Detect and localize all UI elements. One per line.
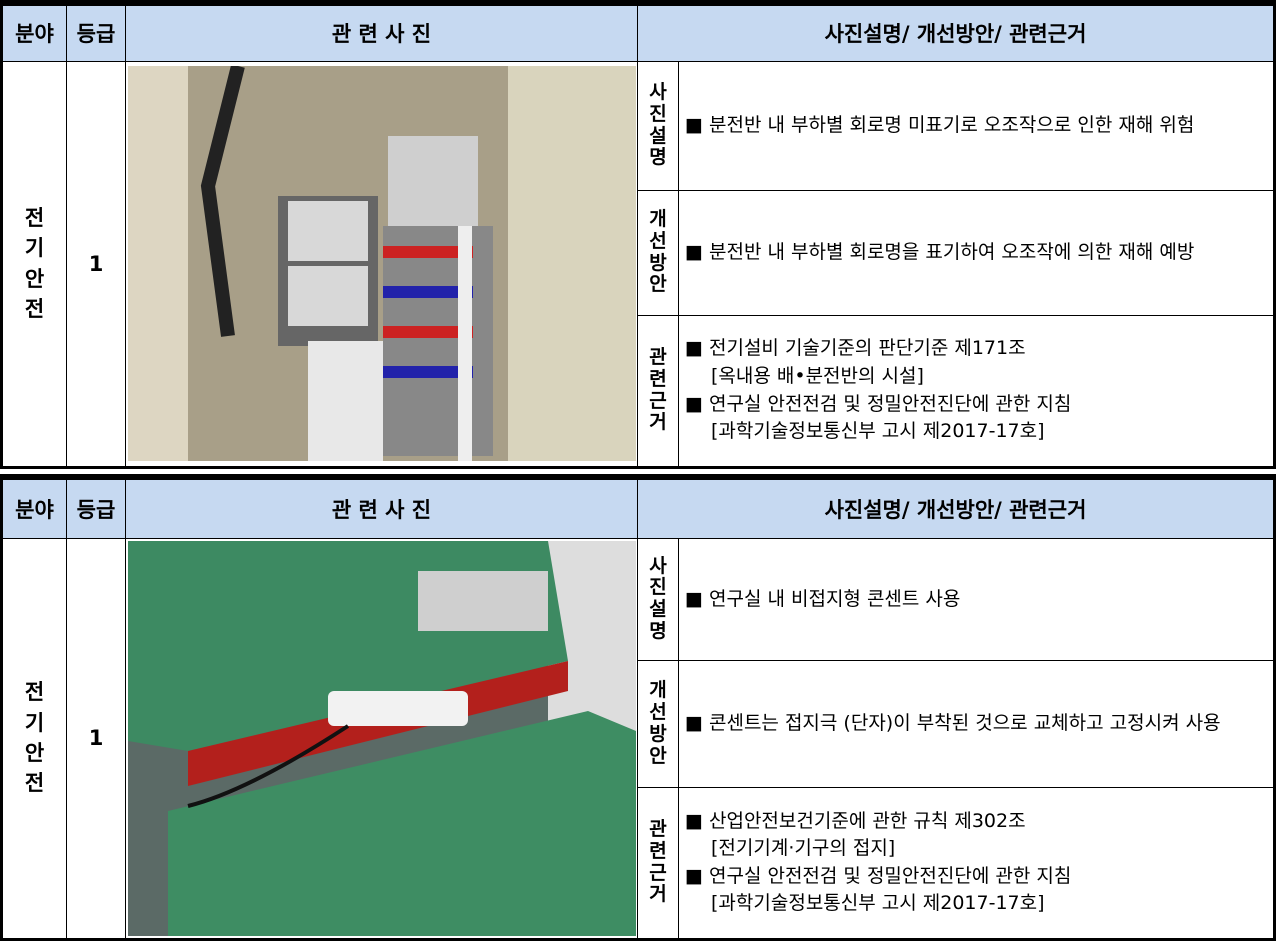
content-line: [과학기술정보통신부 고시 제2017-17호] xyxy=(711,420,1045,443)
photo xyxy=(128,540,636,936)
photo xyxy=(128,66,636,461)
grade-cell: 1 xyxy=(66,537,126,940)
header-row: 분야 등급 관 련 사 진 사진설명/ 개선방안/ 관련근거 xyxy=(1,2,1275,62)
field-cell: 전기안전 xyxy=(1,60,67,468)
content-cell: ■ 분전반 내 부하별 회로명을 표기하여 오조작에 의한 재해 예방 xyxy=(678,189,1275,316)
body-row: 관련근거 ■ 전기설비 기술기준의 판단기준 제171조 [옥내용 배•분전반의 시… xyxy=(2,314,1275,468)
content-line: [옥내용 배•분전반의 시설] xyxy=(711,364,924,387)
row-label: 관련근거 xyxy=(649,345,667,434)
content-line: ■ 콘센트는 접지극 (단자)이 부착된 것으로 교체하고 고정시켜 사용 xyxy=(685,712,1221,735)
header-cell: 분야 xyxy=(1,476,67,539)
field: 전기안전 xyxy=(24,205,45,321)
photo-cell xyxy=(125,60,638,468)
content-line: ■ 분전반 내 부하별 회로명 미표기로 오조작으로 인한 재해 위험 xyxy=(685,113,1195,136)
header-cell: 관 련 사 진 xyxy=(125,2,638,62)
row-label-cell: 관련근거 xyxy=(637,786,679,940)
body-row: 개선방안 ■ 콘센트는 접지극 (단자)이 부착된 것으로 교체하고 고정시켜 사… xyxy=(2,660,1275,788)
header-cell: 등급 xyxy=(66,2,126,62)
header-cell: 사진설명/ 개선방안/ 관련근거 xyxy=(637,476,1275,539)
field-cell: 전기안전 xyxy=(1,537,67,940)
photo-cell xyxy=(125,537,638,940)
body-row: 관련근거 ■ 산업안전보건기준에 관한 규칙 제302조 [전기기계·기구의 접지]… xyxy=(2,786,1275,940)
content-cell: ■ 연구실 내 비접지형 콘센트 사용 xyxy=(678,537,1275,662)
header-row: 분야 등급 관 련 사 진 사진설명/ 개선방안/ 관련근거 xyxy=(1,476,1275,539)
content-line: ■ 산업안전보건기준에 관한 규칙 제302조 xyxy=(685,809,1026,832)
row-label-cell: 사진설명 xyxy=(637,60,679,191)
header-cell: 분야 xyxy=(1,2,67,62)
content-line: ■ 연구실 내 비접지형 콘센트 사용 xyxy=(685,587,961,610)
content-line: ■ 연구실 안전전검 및 정밀안전진단에 관한 지침 xyxy=(685,392,1072,415)
header-cell: 관 련 사 진 xyxy=(125,476,638,539)
row-label: 사진설명 xyxy=(649,80,667,169)
content-line: ■ 전기설비 기술기준의 판단기준 제171조 xyxy=(685,337,1026,360)
content-line: ■ 연구실 안전전검 및 정밀안전진단에 관한 지침 xyxy=(685,864,1072,887)
content-line: [과학기술정보통신부 고시 제2017-17호] xyxy=(711,892,1045,915)
content-cell: ■ 산업안전보건기준에 관한 규칙 제302조 [전기기계·기구의 접지] ■ 연구… xyxy=(678,786,1275,940)
row-label-cell: 관련근거 xyxy=(637,314,679,468)
body-row: 전기안전 1 사진설명 ■ 연구실 내 비접지형 콘센트 사용 xyxy=(1,537,1275,940)
grade-cell: 1 xyxy=(66,60,126,468)
header-cell: 등급 xyxy=(66,476,126,539)
content-line: ■ 분전반 내 부하별 회로명을 표기하여 오조작에 의한 재해 예방 xyxy=(685,240,1195,263)
row-label-cell: 사진설명 xyxy=(637,537,679,662)
header-cell: 사진설명/ 개선방안/ 관련근거 xyxy=(637,2,1275,62)
row-label-cell: 개선방안 xyxy=(637,660,679,788)
content-cell: ■ 분전반 내 부하별 회로명 미표기로 오조작으로 인한 재해 위험 xyxy=(678,60,1275,191)
row-label-cell: 개선방안 xyxy=(637,189,679,316)
row-label: 관련근거 xyxy=(649,817,667,906)
content-cell: ■ 전기설비 기술기준의 판단기준 제171조 [옥내용 배•분전반의 시설] ■ … xyxy=(678,314,1275,468)
row-label: 개선방안 xyxy=(649,679,667,767)
field: 전기안전 xyxy=(24,680,45,796)
row-label: 개선방안 xyxy=(649,207,667,296)
body-row: 전기안전 1 사진설명 ■ 분전반 내 부하별 회로명 미표기로 오조작으로 인한 재… xyxy=(1,60,1275,468)
row-label: 사진설명 xyxy=(649,554,667,643)
content-line: [전기기계·기구의 접지] xyxy=(711,837,896,860)
body-row: 개선방안 ■ 분전반 내 부하별 회로명을 표기하여 오조작에 의한 재해 예방 xyxy=(2,189,1275,316)
content-cell: ■ 콘센트는 접지극 (단자)이 부착된 것으로 교체하고 고정시켜 사용 xyxy=(678,660,1275,788)
